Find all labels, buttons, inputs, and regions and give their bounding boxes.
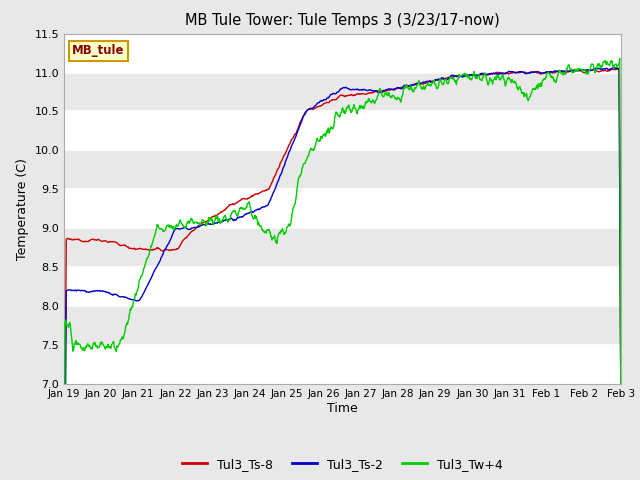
Tul3_Ts-2 <box>285 149 293 155</box>
Line: Tul3_Ts-8: Tul3_Ts-8 <box>64 69 621 480</box>
Line: Tul3_Tw+4: Tul3_Tw+4 <box>64 59 621 480</box>
Line: Tul3_Ts-2: Tul3_Ts-2 <box>64 68 621 480</box>
Y-axis label: Temperature (C): Temperature (C) <box>16 158 29 260</box>
Tul3_Ts-2 <box>610 65 618 71</box>
Bar <box>64 306 621 345</box>
Bar <box>64 267 621 306</box>
Tul3_Ts-2 <box>117 294 125 300</box>
Tul3_Tw+4 <box>305 150 313 156</box>
Tul3_Ts-2 <box>617 389 625 395</box>
Tul3_Ts-2 <box>442 76 450 82</box>
Tul3_Ts-8 <box>615 66 623 72</box>
Tul3_Tw+4 <box>117 337 125 343</box>
Tul3_Ts-8 <box>494 70 502 76</box>
X-axis label: Time: Time <box>327 402 358 415</box>
Bar <box>64 72 621 111</box>
Tul3_Ts-2 <box>494 72 502 77</box>
Tul3_Ts-8 <box>305 106 313 111</box>
Title: MB Tule Tower: Tule Temps 3 (3/23/17-now): MB Tule Tower: Tule Temps 3 (3/23/17-now… <box>185 13 500 28</box>
Tul3_Ts-8 <box>117 243 125 249</box>
Tul3_Tw+4 <box>442 77 450 83</box>
Tul3_Tw+4 <box>494 74 502 80</box>
Bar <box>64 345 621 384</box>
Tul3_Ts-2 <box>504 69 512 75</box>
Tul3_Ts-8 <box>285 142 293 148</box>
Tul3_Tw+4 <box>617 403 625 409</box>
Tul3_Tw+4 <box>616 56 623 61</box>
Tul3_Ts-8 <box>442 75 450 81</box>
Text: MB_tule: MB_tule <box>72 44 125 57</box>
Bar <box>64 34 621 72</box>
Legend: Tul3_Ts-8, Tul3_Ts-2, Tul3_Tw+4: Tul3_Ts-8, Tul3_Ts-2, Tul3_Tw+4 <box>177 453 508 476</box>
Bar <box>64 150 621 189</box>
Bar <box>64 189 621 228</box>
Tul3_Ts-8 <box>504 71 512 76</box>
Bar <box>64 228 621 267</box>
Tul3_Ts-8 <box>617 389 625 395</box>
Bar <box>64 111 621 150</box>
Tul3_Tw+4 <box>504 75 512 81</box>
Tul3_Ts-2 <box>305 106 313 112</box>
Tul3_Tw+4 <box>285 223 293 228</box>
